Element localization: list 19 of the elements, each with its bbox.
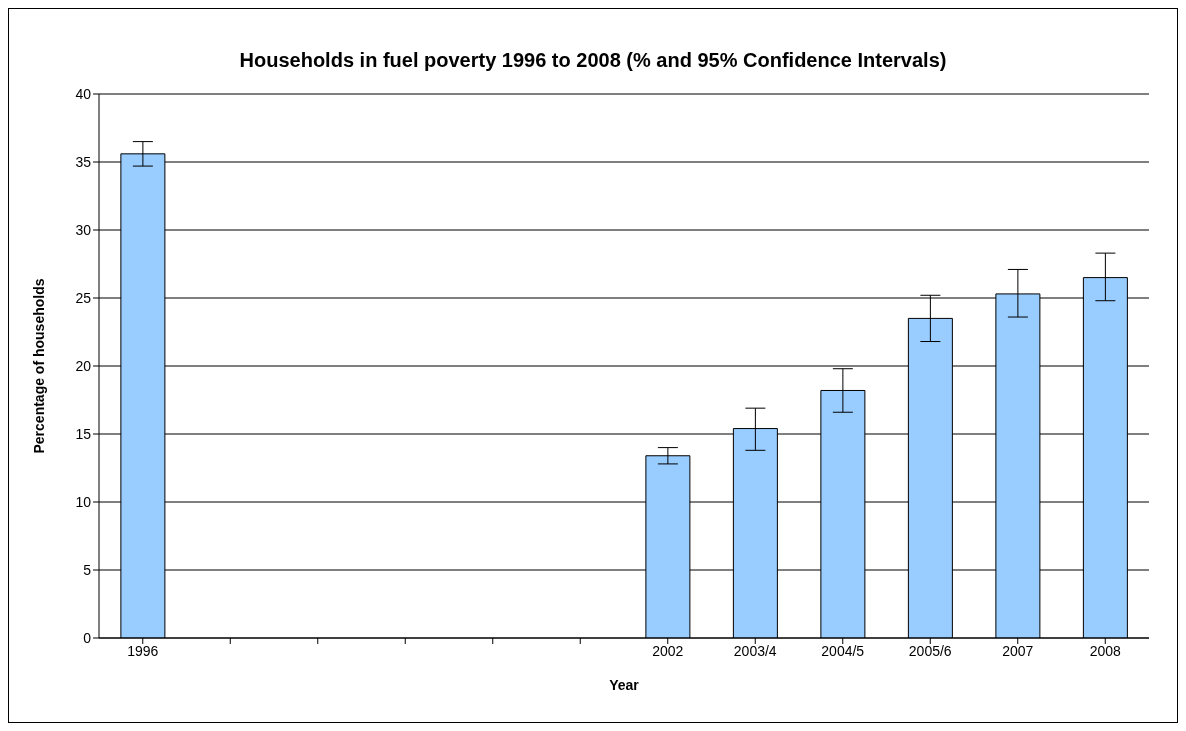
x-tick-label: 2004/5: [821, 642, 865, 659]
chart-title: Households in fuel poverty 1996 to 2008 (% and 95% Confidence Intervals): [238, 49, 948, 72]
y-tick-label: 25: [75, 289, 92, 306]
y-tick-label: 5: [83, 561, 92, 578]
y-tick-label: 0: [83, 629, 92, 646]
y-tick-label: 35: [75, 153, 92, 170]
y-tick-label: 15: [75, 425, 92, 442]
x-tick-label: 1996: [127, 642, 159, 659]
x-tick-label: 2002: [652, 642, 684, 659]
x-axis-title: Year: [609, 677, 640, 693]
x-tick-label: 2008: [1089, 642, 1122, 659]
x-tick-label: 2005/6: [908, 642, 952, 659]
x-tick-label: 2003/4: [733, 642, 777, 659]
x-tick-label: 2007: [1002, 642, 1034, 659]
y-axis-title: Percentage of households: [30, 278, 47, 454]
y-tick-label: 10: [75, 493, 92, 510]
y-tick-label: 20: [75, 357, 92, 374]
y-tick-label: 30: [75, 221, 92, 238]
y-tick-label: 40: [75, 85, 92, 102]
